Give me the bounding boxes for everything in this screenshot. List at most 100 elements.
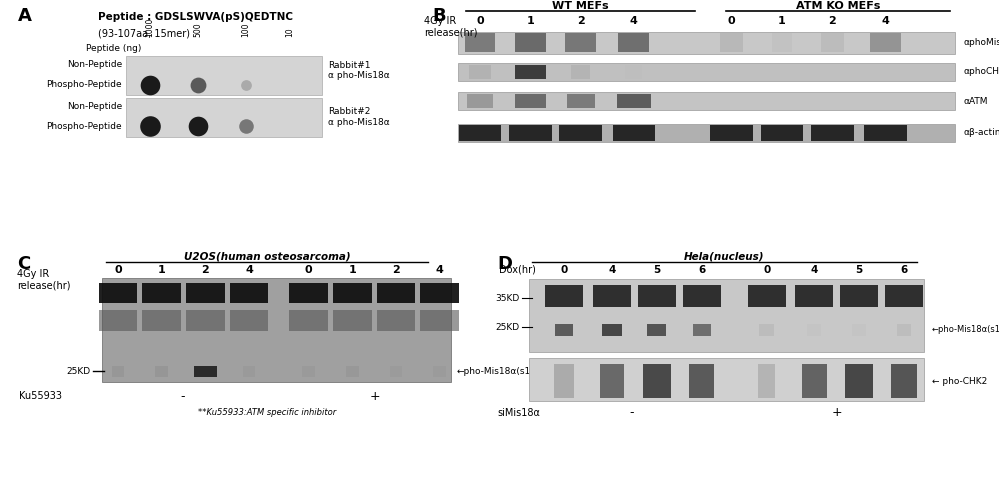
Text: Dox(hr): Dox(hr) (500, 265, 536, 275)
FancyBboxPatch shape (458, 32, 955, 54)
FancyBboxPatch shape (845, 364, 873, 398)
Text: 10: 10 (285, 27, 295, 37)
FancyBboxPatch shape (761, 125, 803, 141)
Text: -: - (629, 407, 634, 419)
Text: 0: 0 (114, 265, 122, 275)
FancyBboxPatch shape (186, 283, 225, 303)
Text: ←pho-Mis18α(s101): ←pho-Mis18α(s101) (931, 325, 999, 334)
Text: -: - (180, 390, 185, 403)
Point (142, 81, 158, 89)
FancyBboxPatch shape (795, 285, 833, 307)
FancyBboxPatch shape (885, 285, 923, 307)
Text: 500: 500 (193, 22, 203, 37)
FancyBboxPatch shape (617, 94, 650, 108)
FancyBboxPatch shape (421, 283, 459, 303)
Text: 1: 1 (349, 265, 357, 275)
FancyBboxPatch shape (864, 125, 907, 141)
Text: **Ku55933:ATM specific inhibitor: **Ku55933:ATM specific inhibitor (198, 408, 337, 417)
Text: 100: 100 (241, 22, 251, 37)
Text: ATM KO MEFs: ATM KO MEFs (796, 1, 880, 11)
FancyBboxPatch shape (897, 324, 911, 336)
FancyBboxPatch shape (465, 33, 496, 52)
Text: 5: 5 (653, 265, 660, 275)
FancyBboxPatch shape (377, 310, 416, 331)
Text: 4Gy IR
release(hr): 4Gy IR release(hr) (17, 268, 70, 290)
Text: 0: 0 (477, 16, 484, 26)
Text: 0: 0 (763, 265, 770, 275)
FancyBboxPatch shape (230, 283, 269, 303)
Text: Rabbit#2
α pho-Mis18α: Rabbit#2 α pho-Mis18α (328, 107, 390, 127)
Text: B: B (433, 7, 446, 25)
Text: +: + (370, 390, 381, 403)
Text: 25KD: 25KD (496, 323, 519, 332)
Text: D: D (498, 255, 512, 273)
FancyBboxPatch shape (693, 324, 711, 336)
Text: Hela(nucleus): Hela(nucleus) (684, 252, 764, 262)
Text: 0: 0 (728, 16, 735, 26)
FancyBboxPatch shape (710, 125, 753, 141)
Text: αβ-actin: αβ-actin (964, 128, 999, 138)
FancyBboxPatch shape (390, 366, 403, 377)
Text: 1000: 1000 (145, 17, 155, 37)
FancyBboxPatch shape (840, 285, 878, 307)
Text: C: C (17, 255, 30, 273)
Text: 4: 4 (245, 265, 253, 275)
FancyBboxPatch shape (458, 124, 955, 142)
Text: 1: 1 (778, 16, 786, 26)
Point (238, 81, 254, 89)
FancyBboxPatch shape (333, 310, 372, 331)
Text: siMis18α: siMis18α (498, 408, 539, 418)
FancyBboxPatch shape (801, 364, 827, 398)
Text: 4Gy IR
release(hr): 4Gy IR release(hr) (424, 16, 478, 38)
Text: αATM: αATM (964, 97, 988, 106)
FancyBboxPatch shape (243, 366, 256, 377)
Text: 0: 0 (305, 265, 313, 275)
Text: 4: 4 (608, 265, 615, 275)
FancyBboxPatch shape (346, 366, 359, 377)
Text: 6: 6 (698, 265, 705, 275)
Text: Peptide : GDSLSWVA(pS)QEDTNC: Peptide : GDSLSWVA(pS)QEDTNC (98, 12, 293, 22)
Text: 4: 4 (436, 265, 444, 275)
Point (190, 122, 206, 130)
FancyBboxPatch shape (333, 283, 372, 303)
FancyBboxPatch shape (142, 310, 181, 331)
FancyBboxPatch shape (570, 65, 590, 79)
FancyBboxPatch shape (683, 285, 721, 307)
FancyBboxPatch shape (612, 125, 655, 141)
Text: αphoCHK2: αphoCHK2 (964, 67, 999, 77)
Text: 1: 1 (158, 265, 166, 275)
FancyBboxPatch shape (720, 33, 743, 52)
FancyBboxPatch shape (601, 324, 621, 336)
FancyBboxPatch shape (458, 92, 955, 110)
FancyBboxPatch shape (618, 33, 649, 52)
FancyBboxPatch shape (230, 310, 269, 331)
FancyBboxPatch shape (891, 364, 917, 398)
FancyBboxPatch shape (99, 310, 137, 331)
Text: 2: 2 (393, 265, 400, 275)
Point (142, 122, 158, 130)
Text: 4: 4 (629, 16, 637, 26)
FancyBboxPatch shape (593, 285, 631, 307)
FancyBboxPatch shape (566, 94, 594, 108)
FancyBboxPatch shape (559, 125, 601, 141)
Text: 2: 2 (576, 16, 584, 26)
FancyBboxPatch shape (529, 358, 924, 401)
Point (238, 122, 254, 130)
FancyBboxPatch shape (377, 283, 416, 303)
FancyBboxPatch shape (468, 94, 493, 108)
FancyBboxPatch shape (514, 94, 545, 108)
FancyBboxPatch shape (514, 33, 545, 52)
Text: U2OS(human osteosarcoma): U2OS(human osteosarcoma) (184, 252, 351, 262)
Text: Non-Peptide: Non-Peptide (67, 60, 122, 69)
FancyBboxPatch shape (126, 56, 322, 95)
FancyBboxPatch shape (142, 283, 181, 303)
FancyBboxPatch shape (643, 364, 670, 398)
Text: 6: 6 (900, 265, 908, 275)
FancyBboxPatch shape (821, 33, 843, 52)
FancyBboxPatch shape (554, 364, 574, 398)
FancyBboxPatch shape (758, 364, 775, 398)
FancyBboxPatch shape (434, 366, 447, 377)
Text: Peptide (ng): Peptide (ng) (86, 44, 141, 53)
FancyBboxPatch shape (99, 283, 137, 303)
Text: 35KD: 35KD (496, 294, 519, 303)
